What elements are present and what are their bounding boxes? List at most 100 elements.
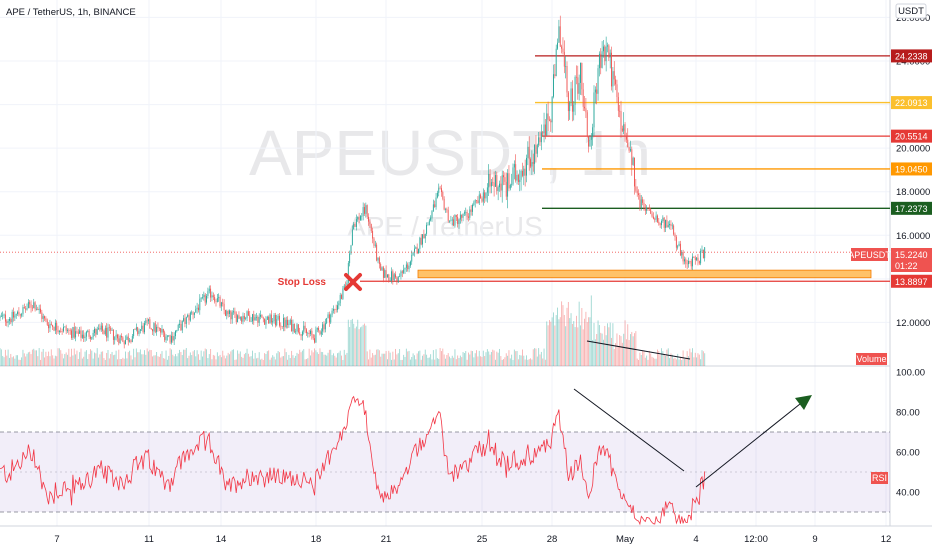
candle-body xyxy=(650,209,652,214)
candle-body xyxy=(323,324,325,330)
volume-trend-line[interactable] xyxy=(586,340,691,360)
candle-body xyxy=(142,325,144,333)
candle-body xyxy=(370,224,372,231)
candle-body xyxy=(463,212,465,214)
volume-bar xyxy=(558,319,560,366)
volume-bar xyxy=(42,348,44,366)
volume-bar xyxy=(596,334,598,366)
volume-bar xyxy=(300,352,302,366)
candle-body xyxy=(134,329,136,330)
candle-body xyxy=(513,164,515,168)
volume-bar xyxy=(91,350,93,366)
candle-body xyxy=(189,312,191,321)
candle-body xyxy=(40,308,41,313)
candle-body xyxy=(613,71,615,80)
volume-bar xyxy=(508,350,510,366)
volume-bar xyxy=(144,350,145,366)
volume-bar xyxy=(632,336,634,366)
candle-body xyxy=(516,174,518,181)
volume-bar xyxy=(246,348,248,366)
candle-body xyxy=(586,112,588,137)
volume-bar xyxy=(594,339,596,366)
candle-body xyxy=(505,181,507,197)
candle-body xyxy=(49,323,51,329)
candle-body xyxy=(438,187,440,193)
volume-bar xyxy=(293,357,295,366)
time-tick-label: 21 xyxy=(381,534,392,545)
volume-bar xyxy=(40,359,41,366)
volume-bar xyxy=(399,349,401,366)
volume-bar xyxy=(250,356,252,366)
candle-body xyxy=(528,146,530,160)
candle-body xyxy=(701,249,703,251)
volume-bar xyxy=(605,335,607,366)
candle-body xyxy=(603,46,604,52)
candle-body xyxy=(488,173,490,188)
candle-body xyxy=(91,337,93,339)
candle-body xyxy=(381,267,383,271)
currency-box[interactable] xyxy=(895,3,927,19)
candle-body xyxy=(126,336,128,340)
candle-body xyxy=(365,205,367,214)
candle-body xyxy=(648,208,650,210)
candle-body xyxy=(75,331,77,338)
candle-body xyxy=(292,323,294,332)
volume-bar xyxy=(285,352,287,366)
candle-body xyxy=(689,260,691,262)
candle-body xyxy=(350,245,352,254)
candle-body xyxy=(385,270,387,278)
volume-bar xyxy=(123,358,125,366)
volume-bar xyxy=(395,348,396,366)
volume-bar xyxy=(94,352,95,366)
candle-body xyxy=(430,217,432,221)
candle-body xyxy=(22,307,24,315)
volume-bar xyxy=(647,359,649,366)
volume-bar xyxy=(702,351,704,366)
volume-bar xyxy=(347,319,349,366)
volume-bar xyxy=(206,349,207,366)
volume-bar xyxy=(504,357,506,366)
candle-body xyxy=(229,310,230,314)
candle-body xyxy=(199,298,201,311)
candle-body xyxy=(424,233,426,239)
volume-bar xyxy=(216,352,218,366)
volume-bar xyxy=(14,358,16,366)
rsi-projection-line[interactable] xyxy=(695,399,806,488)
volume-bar xyxy=(87,358,89,366)
volume-bar xyxy=(304,359,306,366)
volume-bar xyxy=(373,355,375,366)
volume-bar xyxy=(609,322,611,366)
candle-body xyxy=(684,259,685,262)
candle-body xyxy=(26,308,28,310)
candle-body xyxy=(187,315,189,317)
stop-loss-marker[interactable] xyxy=(344,273,362,291)
candle-body xyxy=(203,294,205,298)
volume-bar xyxy=(374,354,376,366)
time-tick-label: 12:00 xyxy=(744,534,768,545)
rsi-divergence-line[interactable] xyxy=(573,388,685,472)
volume-bar xyxy=(73,348,75,366)
price-tick-label: 18.0000 xyxy=(896,187,930,198)
candle-body xyxy=(605,46,607,62)
volume-bar xyxy=(640,355,642,366)
time-axis[interactable]: 7 11 14 18 21 25 28 May 4 12:00 9 12 xyxy=(54,534,891,545)
level-tag-label: 20.5514 xyxy=(895,132,928,142)
candle-body xyxy=(566,66,568,93)
volume-bar xyxy=(392,351,394,366)
candle-body xyxy=(580,63,581,83)
candle-body xyxy=(542,132,544,134)
volume-bar xyxy=(447,353,449,366)
candle-body xyxy=(95,328,97,335)
volume-bar xyxy=(655,358,657,366)
volume-bar xyxy=(233,349,234,366)
candle-body xyxy=(354,224,356,227)
rsi-axis[interactable]: 40.00 60.00 80.00 100.00 xyxy=(896,368,925,499)
volume-bar xyxy=(230,351,232,366)
candle-body xyxy=(349,253,351,264)
candle-body xyxy=(635,186,637,191)
candle-body xyxy=(44,316,45,319)
volume-bar xyxy=(360,327,361,366)
candle-body xyxy=(478,194,480,204)
candle-body xyxy=(570,88,572,103)
